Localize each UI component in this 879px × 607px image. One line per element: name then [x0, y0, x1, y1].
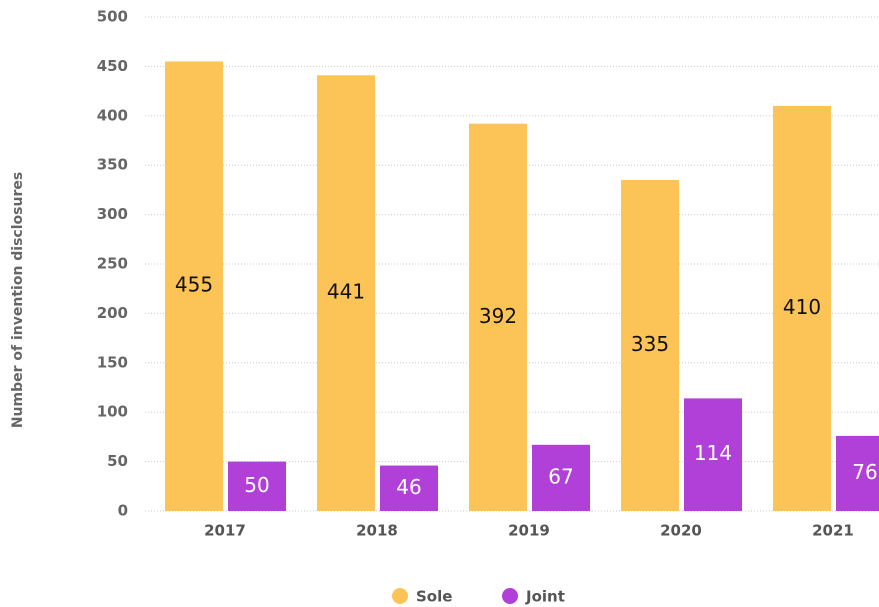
x-tick-label: 2017 — [204, 522, 246, 540]
bar — [380, 465, 438, 511]
y-tick-label: 200 — [97, 304, 128, 322]
bar — [317, 75, 375, 512]
bar — [621, 180, 679, 511]
data-label: 76 — [852, 460, 877, 484]
bar — [836, 435, 879, 511]
x-tick-label: 2020 — [660, 522, 702, 540]
y-tick-label: 300 — [97, 205, 128, 223]
x-tick-label: 2021 — [812, 522, 854, 540]
data-label: 114 — [694, 441, 732, 465]
legend-label: Joint — [525, 588, 565, 606]
y-axis-title: Number of invention disclosures — [10, 172, 26, 428]
bar — [228, 461, 286, 511]
y-tick-label: 350 — [97, 156, 128, 174]
data-label: 50 — [244, 473, 269, 497]
bar — [773, 105, 831, 512]
x-tick-label: 2019 — [508, 522, 550, 540]
y-tick-label: 250 — [97, 255, 128, 273]
data-label: 392 — [479, 304, 517, 328]
y-tick-label: 150 — [97, 353, 128, 371]
y-tick-label: 0 — [118, 502, 128, 520]
data-label: 410 — [783, 295, 821, 319]
bar — [684, 398, 742, 511]
data-label: 46 — [396, 475, 421, 499]
data-label: 455 — [175, 273, 213, 297]
legend-marker — [392, 588, 408, 604]
data-label: 441 — [327, 280, 365, 304]
x-tick-label: 2018 — [356, 522, 398, 540]
bar — [532, 444, 590, 511]
y-tick-label: 100 — [97, 403, 128, 421]
y-tick-label: 400 — [97, 106, 128, 124]
bar — [165, 61, 223, 512]
data-label: 67 — [548, 464, 573, 488]
y-tick-label: 500 — [97, 8, 128, 26]
legend-marker — [502, 588, 518, 604]
y-tick-label: 50 — [107, 452, 128, 470]
bar — [469, 123, 527, 511]
y-tick-label: 450 — [97, 57, 128, 75]
legend-label: Sole — [416, 588, 452, 606]
data-label: 335 — [631, 332, 669, 356]
